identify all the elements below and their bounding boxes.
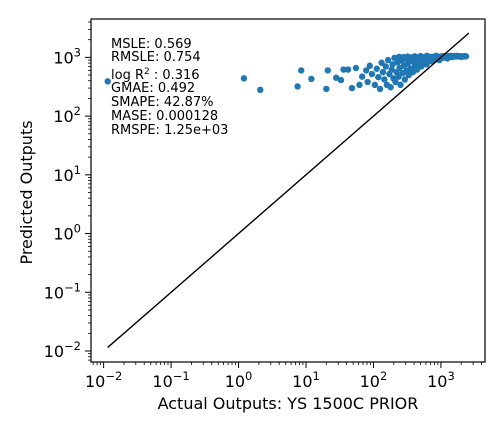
data-point xyxy=(308,75,315,83)
tick-label: 103 xyxy=(427,369,455,391)
data-point xyxy=(378,59,385,66)
data-point xyxy=(366,62,373,69)
identity-line xyxy=(107,32,470,348)
x-axis-ticks: 10−2 10−1 100 101 102 103 xyxy=(85,362,482,391)
tick-label: 102 xyxy=(53,104,81,126)
data-point xyxy=(388,66,395,73)
data-point xyxy=(294,83,301,90)
metric-logr2-prefix: log R xyxy=(111,68,144,83)
data-point xyxy=(395,53,403,61)
data-point xyxy=(344,66,352,73)
data-point xyxy=(397,81,404,89)
metric-rmspe: RMSPE: 1.25e+03 xyxy=(111,123,228,138)
data-point xyxy=(389,61,396,68)
data-point xyxy=(358,73,366,80)
x-axis-label: Actual Outputs: YS 1500C PRIOR xyxy=(158,394,419,413)
data-point xyxy=(323,85,330,93)
data-point xyxy=(375,73,382,81)
tick-label: 101 xyxy=(53,163,81,185)
data-point xyxy=(392,78,399,86)
data-point xyxy=(379,68,387,76)
data-point xyxy=(395,73,402,80)
tick-label: 10−2 xyxy=(44,339,81,361)
data-point xyxy=(376,85,384,93)
metric-logr2-sup: 2 xyxy=(144,67,150,77)
data-point xyxy=(368,70,376,78)
data-point xyxy=(356,81,363,89)
data-point xyxy=(401,76,409,83)
data-point xyxy=(240,75,248,82)
tick-label: 10−1 xyxy=(152,369,189,391)
tick-label: 10−2 xyxy=(85,369,122,391)
data-point xyxy=(352,64,360,72)
data-point xyxy=(371,81,379,89)
tick-label: 100 xyxy=(225,369,253,391)
plot-area xyxy=(104,32,470,348)
data-point xyxy=(381,76,388,83)
data-point xyxy=(444,55,451,62)
points-layer xyxy=(104,52,470,94)
data-point xyxy=(462,53,470,60)
tick-label: 10−1 xyxy=(44,280,81,302)
data-point xyxy=(337,76,345,84)
y-axis-label: Predicted Outputs xyxy=(17,120,36,264)
metrics-annotation: MSLE: 0.569 RMSLE: 0.754 log R2 : 0.316 … xyxy=(111,37,228,138)
data-point xyxy=(382,63,389,70)
y-axis-ticks: 10−2 10−1 100 101 102 103 xyxy=(44,21,91,361)
data-point xyxy=(362,67,370,74)
data-point xyxy=(348,84,356,92)
metric-msle: MSLE: 0.569 xyxy=(111,37,192,52)
data-point xyxy=(104,78,111,85)
metric-smape: SMAPE: 42.87% xyxy=(111,95,214,110)
data-point xyxy=(340,66,347,73)
tick-label: 102 xyxy=(360,369,388,391)
metric-mase: MASE: 0.000128 xyxy=(111,109,218,124)
tick-label: 103 xyxy=(53,45,81,67)
data-point xyxy=(364,78,371,86)
data-point xyxy=(332,74,340,81)
tick-label: 101 xyxy=(292,369,320,391)
metric-logr2: log R2 : 0.316 xyxy=(111,67,200,83)
data-point xyxy=(257,86,264,94)
tick-label: 100 xyxy=(53,222,81,244)
data-point xyxy=(387,84,394,91)
data-point xyxy=(373,65,380,72)
data-point xyxy=(298,67,305,74)
metric-rmsle: RMSLE: 0.754 xyxy=(111,50,201,65)
metric-logr2-suffix: : 0.316 xyxy=(150,68,200,83)
data-point xyxy=(384,56,392,64)
data-point xyxy=(324,67,331,74)
metric-gmae: GMAE: 0.492 xyxy=(111,81,195,96)
plot-frame xyxy=(90,18,486,363)
